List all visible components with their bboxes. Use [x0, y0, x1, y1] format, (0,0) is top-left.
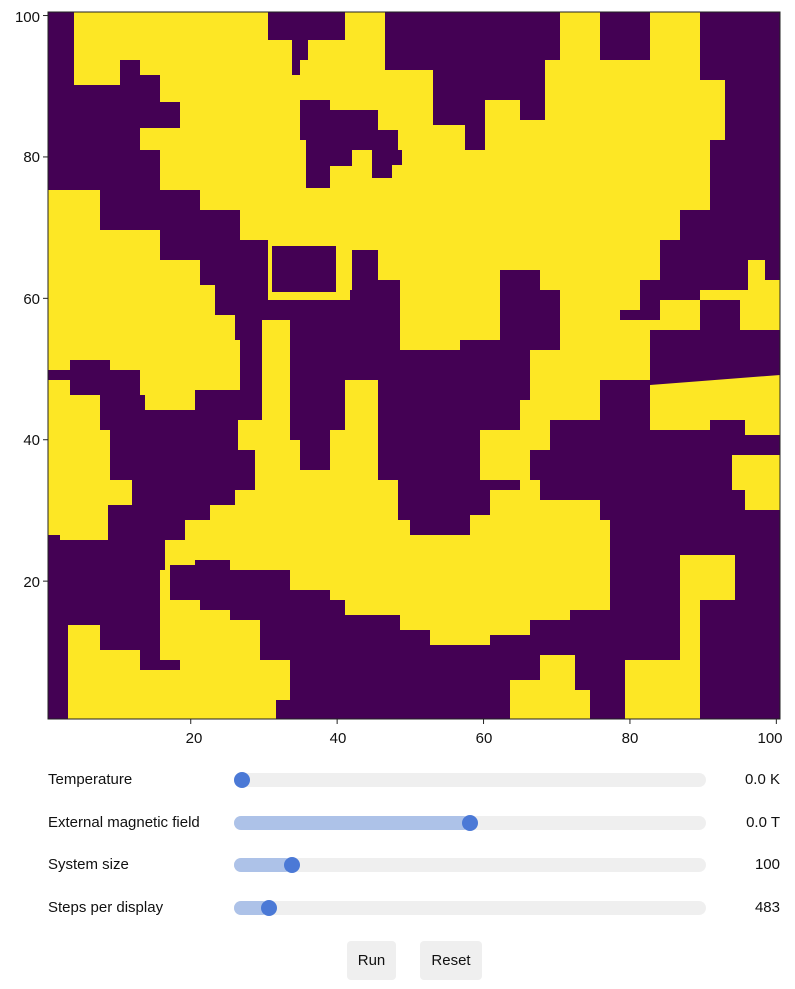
run-button[interactable]: Run	[347, 941, 396, 980]
field-control: External magnetic field 0.0 T	[0, 808, 795, 838]
steps-slider-fill	[234, 901, 270, 915]
y-tick-label: 60	[23, 291, 40, 308]
steps-label: Steps per display	[48, 899, 164, 916]
steps-slider[interactable]	[234, 900, 706, 916]
spin-domains	[48, 12, 780, 719]
plot-frame	[47, 11, 781, 720]
reset-button[interactable]: Reset	[420, 941, 482, 980]
x-tick-label: 100	[757, 730, 782, 747]
y-tick-label: 80	[23, 149, 40, 166]
field-slider[interactable]	[234, 815, 706, 831]
x-tick-label: 20	[186, 730, 203, 747]
field-label: External magnetic field	[48, 814, 200, 831]
y-tick-label: 100	[15, 9, 40, 26]
temperature-slider[interactable]	[234, 772, 706, 788]
y-axis-labels: 20 40 60 80 100	[15, 9, 40, 591]
spin-up-domain	[732, 455, 780, 510]
y-tick-label: 40	[23, 432, 40, 449]
system-size-slider-fill	[234, 858, 293, 872]
system-size-slider-thumb[interactable]	[284, 857, 301, 873]
system-size-slider[interactable]	[234, 857, 706, 873]
field-slider-fill	[234, 816, 470, 830]
spin-up-domain	[160, 260, 780, 719]
spin-up-domain	[510, 655, 590, 719]
spin-up-domain	[74, 12, 725, 350]
field-value: 0.0 T	[746, 814, 780, 831]
temperature-control: Temperature 0.0 K	[0, 765, 795, 795]
y-tick-label: 20	[23, 574, 40, 591]
ising-heatmap-chart: 20 40 60 80 100 20 40 60 80 100	[15, 9, 783, 747]
steps-control: Steps per display 483	[0, 893, 795, 923]
system-size-label: System size	[48, 856, 129, 873]
spin-up-domain	[458, 202, 478, 220]
steps-slider-thumb[interactable]	[261, 900, 278, 916]
temperature-label: Temperature	[48, 771, 133, 788]
axis-ticks	[43, 15, 777, 724]
field-slider-thumb[interactable]	[462, 815, 478, 831]
x-tick-label: 80	[622, 730, 639, 747]
spin-up-domain	[625, 555, 735, 719]
spin-up-domain	[48, 190, 240, 410]
system-size-control: System size 100	[0, 850, 795, 880]
steps-value: 483	[754, 899, 780, 916]
x-axis-labels: 20 40 60 80 100	[186, 730, 783, 747]
system-size-value: 100	[754, 856, 780, 873]
spin-up-domain	[650, 375, 780, 435]
spin-up-domain	[48, 380, 132, 540]
temperature-slider-thumb[interactable]	[234, 772, 250, 788]
x-tick-label: 60	[476, 730, 493, 747]
temperature-value: 0.0 K	[744, 771, 780, 788]
spin-down-domain	[272, 246, 336, 292]
spin-up-domain	[68, 625, 220, 719]
x-tick-label: 40	[330, 730, 347, 747]
